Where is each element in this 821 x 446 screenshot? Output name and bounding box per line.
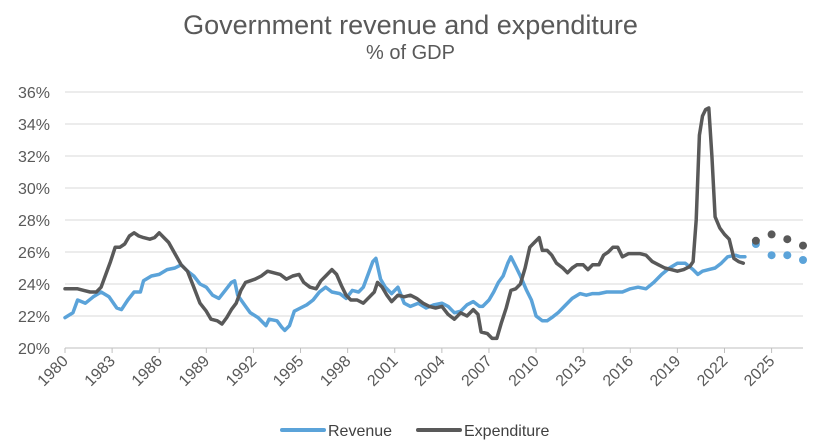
- legend-label-expenditure: Expenditure: [464, 423, 549, 440]
- x-tick-label: 2004: [411, 353, 448, 390]
- chart-title: Government revenue and expenditure: [183, 10, 638, 40]
- x-tick-label: 2025: [741, 353, 778, 390]
- y-tick-label: 32%: [18, 149, 50, 166]
- x-tick-label: 2019: [647, 353, 684, 390]
- y-tick-label: 30%: [18, 181, 50, 198]
- x-tick-label: 2016: [600, 353, 637, 390]
- expenditure-forecast-point: [783, 235, 792, 244]
- x-tick-label: 1998: [317, 353, 354, 390]
- expenditure-line: [63, 106, 746, 341]
- legend-label-revenue: Revenue: [328, 423, 392, 440]
- y-tick-label: 20%: [18, 341, 50, 358]
- legend: Revenue Expenditure: [280, 423, 549, 440]
- y-tick-label: 24%: [18, 277, 50, 294]
- revenue-line: [63, 253, 747, 333]
- x-tick-label: 1995: [270, 353, 307, 390]
- x-tick-label: 1986: [129, 353, 166, 390]
- x-tick-label: 1980: [35, 353, 72, 390]
- x-tick-label: 1989: [176, 353, 213, 390]
- chart-subtitle: % of GDP: [366, 42, 455, 64]
- y-tick-label: 36%: [18, 85, 50, 102]
- x-tick-label: 2001: [364, 353, 401, 390]
- x-tick-label: 2010: [506, 353, 543, 390]
- y-tick-label: 34%: [18, 117, 50, 134]
- revenue-forecast-point: [783, 251, 792, 260]
- revenue-forecast-point: [799, 256, 807, 264]
- expenditure-forecast-point: [767, 230, 776, 239]
- y-tick-label: 26%: [18, 245, 50, 262]
- y-tick-label: 22%: [18, 309, 50, 326]
- revenue-forecast-point: [767, 251, 776, 260]
- x-tick-label: 1992: [223, 353, 260, 390]
- expenditure-forecast-point: [799, 241, 807, 250]
- y-tick-label: 28%: [18, 213, 50, 230]
- x-tick-label: 1983: [82, 353, 119, 390]
- x-tick-label: 2007: [459, 353, 496, 390]
- x-tick-label: 2013: [553, 353, 590, 390]
- expenditure-forecast-point: [751, 236, 760, 245]
- x-tick-label: 2022: [694, 353, 731, 390]
